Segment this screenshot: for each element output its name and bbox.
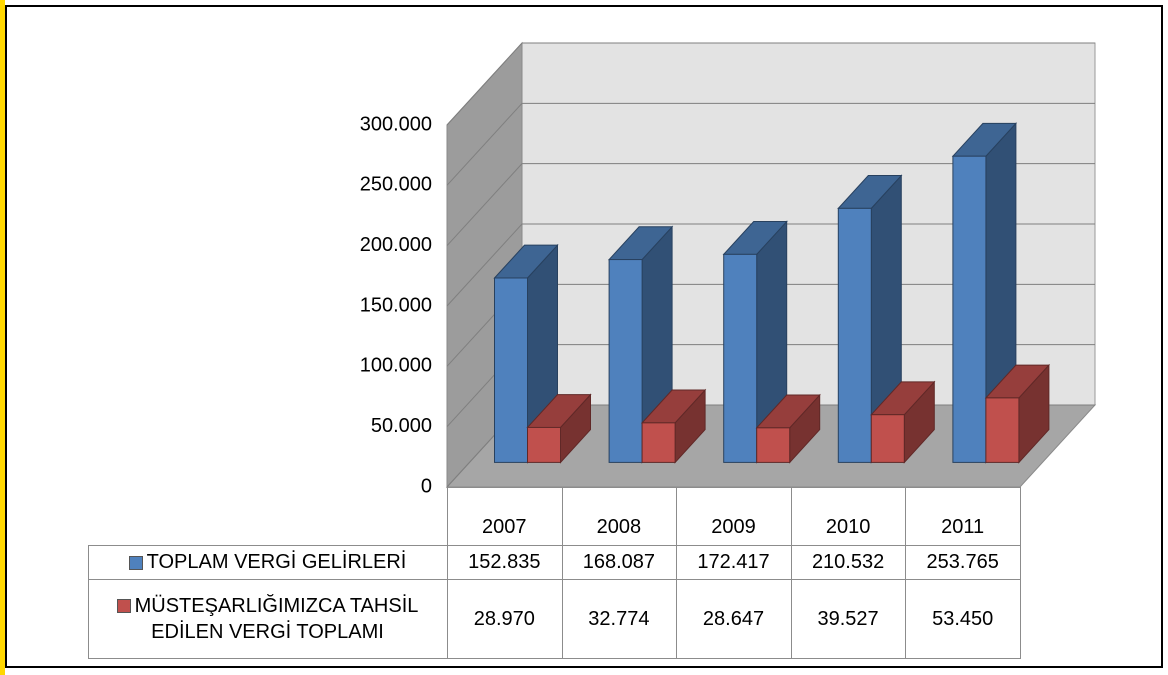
value-label: 253.765 (926, 551, 999, 573)
bar (952, 155, 987, 463)
table-line (561, 487, 563, 658)
value-label: 168.087 (582, 551, 656, 573)
category-label: 2008 (596, 516, 642, 538)
grid-line (446, 223, 1095, 307)
bar (837, 207, 872, 463)
value-label: 32.774 (588, 607, 650, 630)
legend-entry: TOPLAM VERGİ GELİRLERİ (88, 545, 447, 579)
category-label: 2010 (825, 516, 871, 538)
y-tick-label: 50.000 (371, 415, 432, 437)
table-line (88, 545, 1021, 546)
bar (985, 397, 1020, 463)
value-label: 28.647 (702, 607, 765, 630)
y-tick-label: 300.000 (360, 113, 432, 135)
value-label: 53.450 (932, 607, 994, 630)
y-tick-label: 200.000 (360, 234, 432, 256)
grid-line (446, 102, 1095, 186)
value-label: 172.417 (697, 551, 770, 573)
legend-label: MÜSTEŞARLIĞIMIZCA TAHSİL EDİLEN VERGİ TO… (134, 594, 419, 643)
y-tick-label: 150.000 (360, 294, 432, 316)
y-tick-label: 100.000 (360, 355, 432, 377)
category-label: 2007 (482, 516, 527, 538)
table-line (905, 487, 907, 658)
y-tick-label: 0 (421, 475, 432, 497)
bar (641, 422, 676, 463)
category-label: 2011 (941, 516, 985, 538)
bar (527, 426, 561, 463)
bar (494, 277, 528, 463)
table-line (447, 487, 448, 658)
table-line (447, 487, 1020, 488)
bar (870, 414, 905, 463)
category-label: 2009 (711, 516, 756, 538)
legend-item: TOPLAM VERGİ GELİRLERİ (128, 549, 407, 575)
legend-entry: MÜSTEŞARLIĞIMIZCA TAHSİL EDİLEN VERGİ TO… (88, 579, 447, 658)
y-tick-label: 250.000 (360, 174, 432, 196)
legend-item: MÜSTEŞARLIĞIMIZCA TAHSİL EDİLEN VERGİ TO… (96, 593, 439, 645)
value-label: 28.970 (473, 607, 535, 630)
legend-swatch (128, 555, 143, 570)
value-label: 152.835 (468, 551, 541, 573)
bar (608, 259, 643, 463)
table-line (676, 487, 678, 658)
grid-line (446, 42, 1095, 126)
table-line (88, 579, 1021, 580)
bar (723, 253, 758, 463)
table-line (1020, 487, 1021, 658)
legend-label: TOPLAM VERGİ GELİRLERİ (146, 551, 407, 573)
grid-line (446, 163, 1095, 247)
bar (756, 427, 791, 463)
value-label: 39.527 (817, 607, 879, 630)
table-line (790, 487, 792, 658)
table-line (88, 658, 1021, 659)
frame-border (5, 5, 1163, 668)
table-line (88, 545, 89, 658)
frame-accent (0, 0, 5, 675)
value-label: 210.532 (811, 551, 885, 573)
legend-swatch (116, 599, 131, 614)
